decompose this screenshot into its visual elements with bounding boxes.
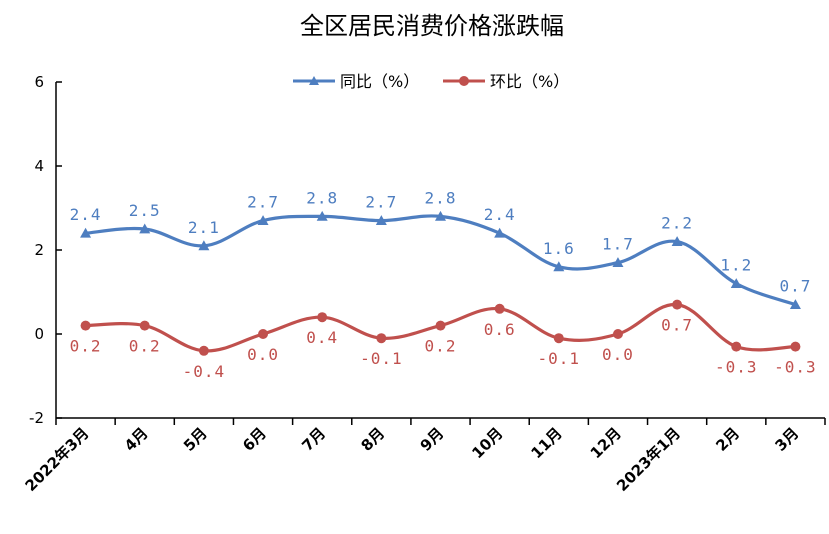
data-point-yoy	[257, 215, 269, 225]
data-label-mom: -0.3	[715, 358, 758, 377]
legend-marker-yoy	[309, 76, 319, 85]
data-point-mom	[790, 341, 801, 352]
data-label-yoy: 2.8	[306, 188, 338, 207]
data-label-mom: 0.2	[425, 337, 457, 356]
data-point-yoy	[316, 210, 328, 221]
legend-marker-mom	[459, 76, 469, 86]
data-label-yoy: 0.7	[779, 277, 811, 296]
data-label-yoy: 1.2	[720, 256, 752, 275]
x-tick-label: 12月	[587, 424, 625, 462]
y-tick-label: 0	[34, 325, 44, 343]
y-tick-label: -2	[29, 409, 44, 427]
y-tick-label: 4	[34, 157, 44, 175]
data-label-mom: 0.6	[484, 320, 516, 339]
data-point-yoy	[375, 215, 387, 225]
x-tick-label: 6月	[239, 424, 270, 455]
data-label-mom: 0.4	[306, 328, 338, 347]
x-tick-label: 2022年3月	[22, 424, 93, 495]
data-point-yoy	[612, 257, 624, 267]
data-label-yoy: 2.4	[70, 205, 102, 224]
axes	[55, 82, 825, 419]
x-tick-label: 7月	[298, 424, 329, 455]
legend-label-yoy: 同比（%）	[340, 72, 419, 91]
data-point-mom	[376, 333, 387, 344]
data-label-yoy: 2.4	[484, 205, 516, 224]
data-point-yoy	[553, 261, 565, 272]
data-point-yoy	[789, 299, 801, 309]
data-label-yoy: 1.7	[602, 235, 634, 254]
data-point-mom	[139, 320, 150, 331]
data-point-mom	[258, 329, 269, 339]
data-label-yoy: 2.2	[661, 214, 693, 233]
x-tick-label: 5月	[180, 424, 211, 455]
data-labels: 2.4 2.5 2.1 2.7 2.8 2.7 2.8 2.4 1.6 1.7 2.2 1.2 0.7 0…	[70, 188, 817, 381]
data-label-mom: 0.0	[247, 345, 279, 364]
data-point-mom	[80, 320, 91, 331]
chart-title: 全区居民消费价格涨跌幅	[300, 12, 564, 40]
data-point-yoy	[80, 227, 92, 238]
x-tick-label: 3月	[772, 424, 803, 455]
data-point-yoy	[198, 240, 210, 251]
x-tick-label: 9月	[417, 424, 448, 455]
y-tick-label: 2	[34, 241, 44, 259]
data-label-mom: -0.1	[360, 349, 403, 368]
data-point-yoy	[435, 210, 446, 221]
x-tick-label: 8月	[357, 424, 388, 455]
data-label-mom: 0.2	[129, 337, 161, 356]
data-label-yoy: 2.1	[188, 218, 220, 237]
data-label-yoy: 2.8	[425, 188, 457, 207]
data-label-yoy: 1.6	[543, 239, 575, 258]
data-label-mom: 0.7	[661, 316, 693, 335]
data-label-mom: 0.0	[602, 345, 634, 364]
y-axis-ticks: -2 0 2 4 6	[29, 73, 62, 427]
data-point-mom	[672, 299, 683, 310]
data-point-mom	[612, 329, 623, 339]
data-label-yoy: 2.7	[247, 193, 279, 212]
data-label-mom: -0.1	[538, 349, 581, 368]
x-tick-label: 2月	[712, 424, 743, 455]
data-point-mom	[435, 320, 446, 331]
series-layer	[80, 210, 801, 356]
x-tick-label: 2023年1月	[613, 424, 684, 495]
data-point-yoy	[730, 278, 742, 288]
data-label-mom: -0.3	[774, 358, 817, 377]
data-point-mom	[731, 341, 742, 352]
data-point-mom	[494, 303, 505, 314]
data-label-yoy: 2.7	[365, 193, 397, 212]
data-label-yoy: 2.5	[129, 201, 161, 220]
data-label-mom: -0.4	[183, 362, 226, 381]
data-point-mom	[198, 345, 209, 356]
legend: 同比（%） 环比（%）	[293, 72, 569, 91]
legend-label-mom: 环比（%）	[490, 72, 569, 91]
x-tick-label: 4月	[121, 424, 152, 455]
legend-item-mom: 环比（%）	[443, 72, 569, 91]
legend-item-yoy: 同比（%）	[293, 72, 419, 91]
data-point-yoy	[671, 236, 683, 246]
data-point-mom	[553, 333, 564, 344]
data-point-yoy	[494, 227, 506, 238]
data-label-mom: 0.2	[70, 337, 102, 356]
data-point-yoy	[139, 223, 151, 234]
data-point-mom	[317, 312, 328, 323]
y-tick-label: 6	[34, 73, 44, 91]
x-tick-label: 11月	[528, 424, 566, 462]
x-tick-label: 10月	[468, 424, 506, 462]
